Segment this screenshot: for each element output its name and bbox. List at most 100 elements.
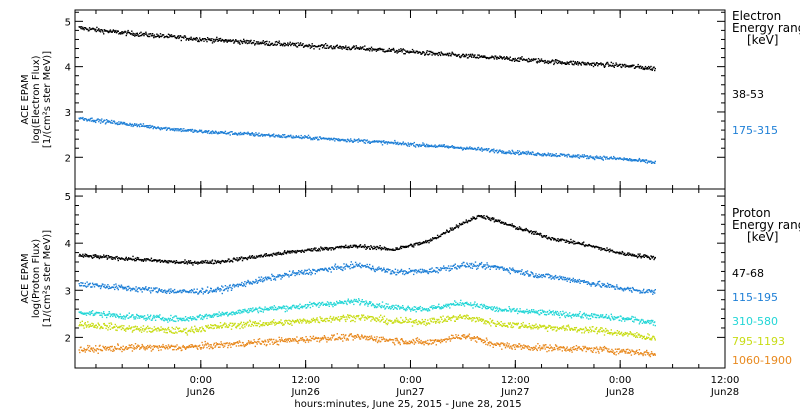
data-point	[151, 34, 153, 37]
data-point	[276, 254, 278, 256]
data-point	[108, 311, 110, 313]
data-point	[306, 307, 308, 309]
data-point	[401, 307, 403, 309]
data-point	[187, 291, 189, 293]
data-point	[113, 284, 115, 286]
data-point	[190, 317, 192, 320]
data-point	[268, 44, 270, 46]
data-point	[251, 132, 253, 134]
data-point	[521, 269, 523, 271]
data-point	[136, 313, 138, 316]
data-point	[128, 124, 130, 126]
data-point	[478, 54, 480, 56]
data-point	[98, 324, 101, 326]
data-point	[406, 50, 409, 52]
data-point	[439, 306, 442, 309]
data-point	[490, 308, 493, 311]
data-point	[592, 156, 595, 158]
data-point	[649, 289, 651, 292]
data-point	[189, 316, 192, 318]
data-point	[308, 249, 310, 251]
data-point	[134, 123, 136, 125]
data-point	[236, 40, 239, 43]
data-point	[103, 120, 105, 122]
data-point	[189, 289, 192, 292]
data-point	[461, 264, 464, 267]
data-point	[318, 247, 320, 250]
data-point	[411, 308, 413, 310]
data-point	[233, 284, 235, 286]
data-point	[443, 145, 445, 147]
data-point	[295, 42, 297, 45]
data-point	[627, 159, 630, 161]
data-point	[499, 149, 501, 151]
data-point	[126, 259, 129, 261]
data-point	[593, 158, 595, 160]
data-point	[532, 231, 534, 233]
data-point	[146, 34, 148, 37]
data-point	[364, 304, 366, 306]
data-point	[287, 274, 289, 276]
data-point	[502, 150, 505, 153]
data-point	[440, 308, 442, 310]
data-point	[538, 61, 540, 63]
data-point	[640, 257, 642, 259]
data-point	[288, 135, 291, 138]
data-point	[100, 286, 102, 288]
data-point	[395, 50, 397, 53]
data-point	[590, 285, 592, 287]
data-point	[343, 140, 345, 142]
data-point	[442, 144, 444, 146]
data-point	[587, 281, 589, 283]
data-point	[403, 245, 406, 248]
data-point	[414, 244, 416, 246]
data-point	[297, 136, 299, 138]
data-point	[525, 310, 527, 313]
data-point	[397, 51, 400, 53]
data-point	[505, 57, 507, 60]
data-point	[364, 302, 367, 305]
data-point	[166, 128, 168, 130]
data-point	[80, 26, 83, 28]
data-point	[301, 269, 303, 272]
data-point	[555, 153, 557, 155]
data-point	[355, 298, 357, 301]
data-point	[91, 117, 93, 119]
data-point	[339, 300, 341, 302]
data-point	[419, 143, 421, 146]
data-point	[145, 260, 147, 262]
data-point	[480, 216, 482, 218]
data-point	[427, 310, 429, 312]
data-point	[338, 47, 340, 49]
data-point	[471, 147, 473, 149]
data-point	[526, 308, 528, 311]
data-point	[591, 64, 593, 66]
data-point	[490, 149, 493, 152]
data-point	[150, 126, 153, 128]
data-point	[605, 285, 608, 287]
data-point	[654, 69, 656, 72]
data-point	[213, 289, 215, 291]
data-point	[170, 291, 173, 293]
data-point	[573, 240, 576, 243]
data-point	[277, 253, 279, 255]
data-point	[477, 267, 479, 269]
data-point	[235, 259, 238, 261]
data-point	[184, 290, 186, 292]
data-point	[197, 261, 200, 263]
data-point	[83, 119, 85, 121]
data-point	[578, 281, 580, 283]
data-point	[544, 276, 546, 278]
data-point	[332, 139, 334, 141]
data-point	[129, 290, 132, 292]
data-point	[376, 49, 379, 51]
data-point	[134, 35, 136, 37]
data-point	[601, 282, 603, 285]
data-point	[602, 158, 604, 160]
data-point	[392, 271, 395, 273]
data-point	[177, 36, 179, 38]
data-point	[298, 135, 300, 137]
data-point	[515, 59, 518, 61]
data-point	[495, 307, 497, 309]
data-point	[485, 218, 487, 220]
